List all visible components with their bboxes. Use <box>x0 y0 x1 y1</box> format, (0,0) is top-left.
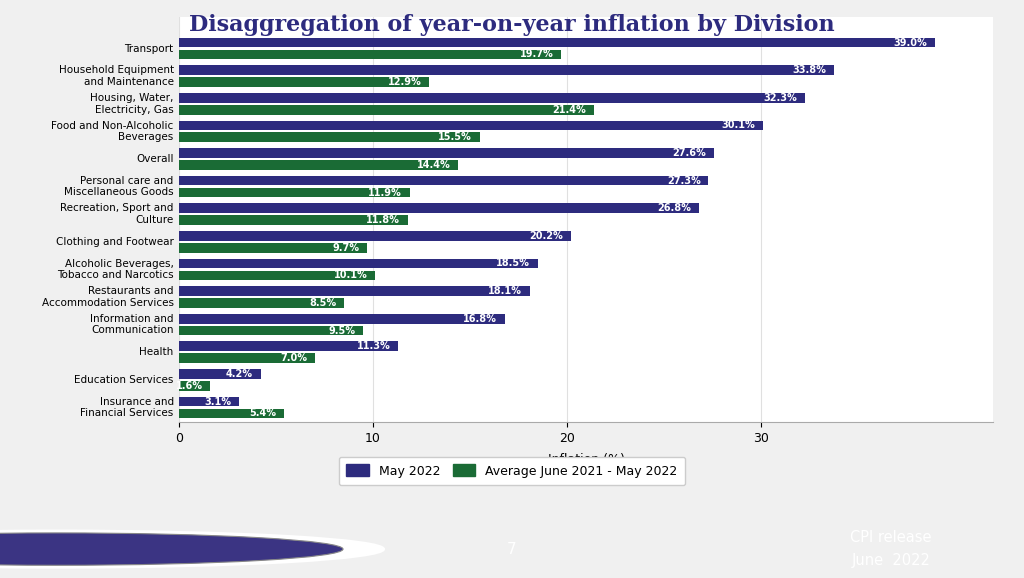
Bar <box>179 65 835 75</box>
Text: 14.4%: 14.4% <box>417 160 451 170</box>
Bar <box>179 160 459 170</box>
Bar <box>179 298 344 307</box>
Bar <box>179 203 698 213</box>
Text: CPI release
June  2022: CPI release June 2022 <box>850 531 932 568</box>
Text: 9.5%: 9.5% <box>329 325 355 336</box>
Bar <box>179 286 530 296</box>
Legend: May 2022, Average June 2021 - May 2022: May 2022, Average June 2021 - May 2022 <box>339 457 685 485</box>
Text: 8.5%: 8.5% <box>309 298 336 308</box>
Bar <box>179 397 240 406</box>
Bar <box>179 176 709 186</box>
Text: 19.7%: 19.7% <box>519 50 553 60</box>
Bar <box>179 326 364 335</box>
Bar <box>179 231 570 240</box>
Bar <box>179 381 210 391</box>
Text: 9.7%: 9.7% <box>333 243 359 253</box>
Bar <box>179 215 408 225</box>
Text: 30.1%: 30.1% <box>721 120 755 131</box>
Text: 7: 7 <box>507 542 517 557</box>
Bar <box>179 258 538 268</box>
Text: 39.0%: 39.0% <box>894 38 928 47</box>
Bar <box>179 353 315 363</box>
Text: 21.4%: 21.4% <box>553 105 586 114</box>
Bar <box>179 38 935 47</box>
Text: 3.1%: 3.1% <box>205 397 231 406</box>
Text: 10.1%: 10.1% <box>334 271 368 280</box>
Text: 16.8%: 16.8% <box>463 314 497 324</box>
Text: 33.8%: 33.8% <box>793 65 826 75</box>
Bar <box>179 409 284 418</box>
Bar <box>179 93 805 103</box>
Text: 11.8%: 11.8% <box>367 215 400 225</box>
Text: 5.4%: 5.4% <box>249 409 276 418</box>
Text: 32.3%: 32.3% <box>764 93 798 103</box>
Text: 26.8%: 26.8% <box>657 203 691 213</box>
X-axis label: Inflation (%): Inflation (%) <box>548 453 625 466</box>
Text: 4.2%: 4.2% <box>226 369 253 379</box>
Text: 12.9%: 12.9% <box>388 77 422 87</box>
Text: 27.6%: 27.6% <box>673 148 707 158</box>
Circle shape <box>0 531 384 568</box>
Text: Disaggregation of year-on-year inflation by Division: Disaggregation of year-on-year inflation… <box>189 14 835 36</box>
Circle shape <box>0 533 343 565</box>
Bar <box>179 342 398 351</box>
Bar <box>179 50 561 60</box>
Bar <box>179 132 479 142</box>
Text: 18.5%: 18.5% <box>497 258 530 268</box>
Text: Ghana
Statistical Service: Ghana Statistical Service <box>69 531 218 568</box>
Bar <box>179 105 594 114</box>
Bar <box>179 369 260 379</box>
Bar <box>179 271 375 280</box>
Bar <box>179 77 429 87</box>
Text: 27.3%: 27.3% <box>667 176 700 186</box>
Bar <box>179 148 714 158</box>
Bar <box>179 314 505 324</box>
Text: 20.2%: 20.2% <box>529 231 563 241</box>
Bar <box>179 243 368 253</box>
Bar <box>179 121 763 130</box>
Text: 1.6%: 1.6% <box>175 381 203 391</box>
Text: 11.3%: 11.3% <box>356 341 390 351</box>
Text: 7.0%: 7.0% <box>281 353 307 363</box>
Bar <box>179 188 410 197</box>
Text: 18.1%: 18.1% <box>488 286 522 296</box>
Text: 11.9%: 11.9% <box>369 187 402 198</box>
Text: 15.5%: 15.5% <box>438 132 472 142</box>
